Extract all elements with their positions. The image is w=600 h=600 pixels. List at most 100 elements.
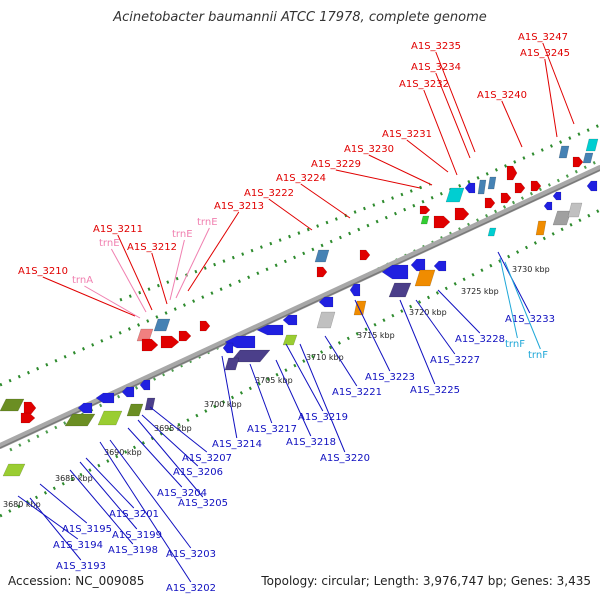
reverse-gene-label: A1S_3201: [109, 509, 159, 520]
forward-label-leader: [406, 139, 449, 173]
scale-label: 3695 kbp: [154, 424, 192, 433]
scale-label: 3680 kbp: [3, 500, 41, 509]
reverse-label-leader: [109, 439, 192, 549]
forward-label-leader: [542, 42, 575, 125]
scale-label: 3690 kbp: [104, 448, 142, 457]
scale-label: 3710 kbp: [306, 353, 344, 362]
forward-label-leader: [368, 154, 433, 186]
gene-feature-arrow-forward: [160, 335, 180, 349]
forward-gene-label: A1S_3235: [411, 41, 461, 52]
gene-feature-arrow-forward: [506, 165, 518, 181]
forward-gene-label: trnE: [172, 229, 193, 240]
reverse-gene-label: A1S_3214: [212, 439, 262, 450]
reverse-gene-label: A1S_3198: [108, 545, 158, 556]
gene-feature-box: [2, 463, 26, 477]
gene-feature-arrow-forward: [199, 320, 211, 332]
forward-label-leader: [501, 100, 523, 148]
reverse-label-leader: [17, 495, 79, 540]
gene-feature-arrow-forward: [141, 338, 159, 352]
reverse-gene-label: A1S_3225: [410, 385, 460, 396]
gene-feature-arrow-forward: [500, 192, 512, 204]
reverse-gene-label: A1S_3227: [430, 355, 480, 366]
gene-feature-arrow-forward: [514, 182, 526, 194]
forward-gene-label: A1S_3210: [18, 266, 68, 277]
scale-label: 3700 kbp: [204, 400, 242, 409]
gene-feature-arrow-forward: [20, 412, 36, 424]
reverse-label-leader: [275, 359, 312, 437]
gene-feature-arrow-reverse: [139, 379, 151, 391]
forward-gene-label: A1S_3213: [214, 201, 264, 212]
gene-feature-box: [229, 349, 271, 363]
gene-feature-arrow-reverse: [121, 386, 135, 398]
reverse-gene-label: A1S_3220: [320, 453, 370, 464]
scale-label: 3705 kbp: [255, 376, 293, 385]
scale-label: 3720 kbp: [409, 308, 447, 317]
forward-label-leader: [435, 72, 471, 159]
forward-label-leader: [117, 234, 153, 311]
gene-feature-arrow-forward: [359, 249, 371, 261]
scale-label: 3730 kbp: [512, 265, 550, 274]
reverse-label-leader: [99, 441, 192, 583]
reverse-label-leader: [299, 343, 346, 453]
gene-feature-arrow-forward: [316, 266, 328, 278]
forward-gene-label: A1S_3234: [411, 62, 461, 73]
reverse-label-leader: [127, 427, 183, 488]
forward-label-leader: [544, 58, 558, 138]
gene-feature-box: [0, 398, 25, 412]
reverse-label-leader: [499, 257, 518, 339]
forward-label-leader: [84, 285, 141, 319]
gene-feature-arrow-reverse: [349, 283, 361, 297]
scale-labels: 3680 kbp 3685 kbp 3690 kbp 3695 kbp 3700 kbp…: [3, 265, 550, 509]
gene-feature-arrow-reverse: [77, 402, 93, 414]
forward-label-leader: [110, 248, 147, 313]
reverse-label-leader: [285, 343, 324, 412]
forward-gene-label: A1S_3245: [520, 48, 570, 59]
gene-feature-box: [153, 318, 171, 332]
scale-label: 3685 kbp: [55, 474, 93, 483]
reverse-label-leader: [85, 457, 135, 509]
accession-text: Accession: NC_009085: [8, 574, 145, 588]
gene-feature-box: [316, 311, 336, 329]
forward-gene-label: A1S_3232: [399, 79, 449, 90]
forward-label-leader: [169, 239, 185, 301]
reverse-gene-label: A1S_3202: [166, 583, 216, 594]
forward-gene-label: trnE: [99, 238, 120, 249]
forward-label-leader: [187, 211, 240, 292]
reverse-label-leader: [149, 406, 208, 453]
forward-gene-label: trnE: [197, 217, 218, 228]
gene-feature-arrow-forward: [23, 401, 37, 415]
gene-feature-arrow-forward: [572, 156, 584, 168]
gene-feature-arrow-forward: [419, 205, 431, 215]
gene-feature-arrow-reverse: [95, 392, 115, 404]
gene-feature-arrow-reverse: [256, 324, 284, 336]
forward-gene-label: A1S_3212: [127, 242, 177, 253]
gene-feature-arrow-forward: [530, 180, 542, 192]
gene-feature-box: [224, 357, 240, 371]
gene-feature-box: [487, 176, 497, 190]
gene-feature-box: [585, 138, 599, 152]
forward-gene-label: trnA: [72, 275, 93, 286]
reverse-label-leader: [504, 261, 541, 350]
gene-feature-box: [97, 410, 123, 426]
reverse-label-leader: [497, 251, 531, 314]
map-title: Acinetobacter baumannii ATCC 17978, comp…: [113, 10, 487, 25]
gene-feature-box: [414, 269, 436, 287]
gene-feature-box: [477, 179, 487, 195]
gene-feature-arrow-reverse: [282, 314, 298, 326]
gene-feature-box: [552, 210, 572, 226]
gene-feature-box: [126, 403, 144, 417]
forward-label-leader: [423, 89, 458, 176]
forward-gene-label: A1S_3211: [93, 224, 143, 235]
inner-tick-track: [0, 208, 600, 518]
forward-label-leader: [42, 276, 136, 317]
scale-label: 3715 kbp: [357, 331, 395, 340]
gene-feature-box: [282, 334, 298, 346]
reverse-label-leader: [39, 483, 88, 524]
reverse-label-leader: [399, 299, 436, 385]
forward-label-leader: [300, 183, 351, 219]
reverse-gene-label: A1S_3218: [286, 437, 336, 448]
reverse-gene-label: A1S_3203: [166, 549, 216, 560]
gene-feature-box: [487, 227, 497, 237]
forward-gene-label: A1S_3231: [382, 129, 432, 140]
